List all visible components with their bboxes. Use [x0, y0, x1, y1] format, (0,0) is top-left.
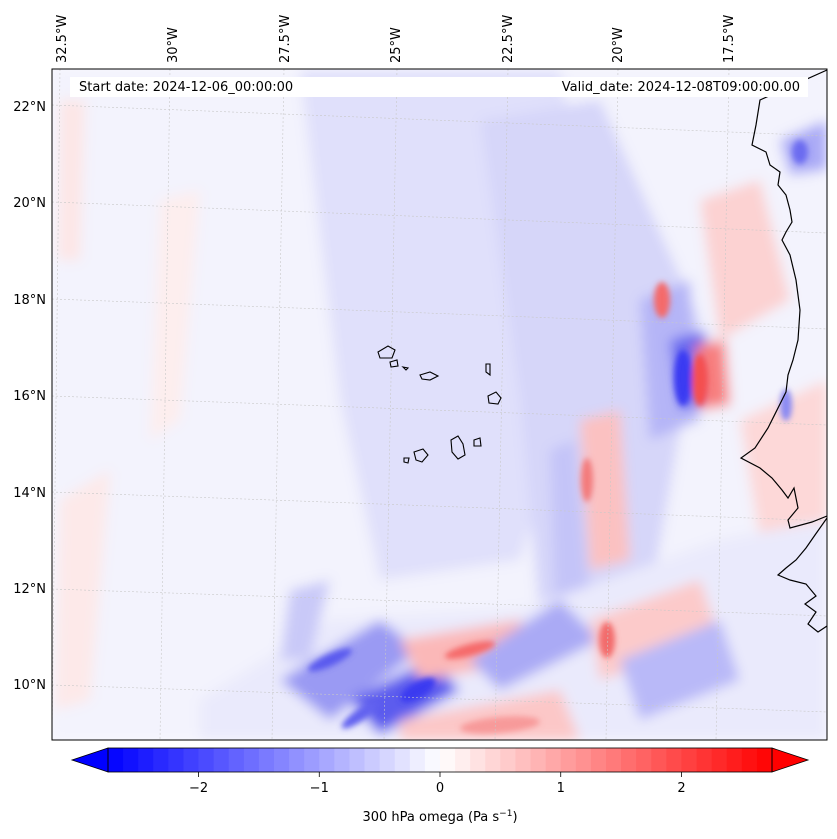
lat-label: 22°N — [13, 100, 46, 115]
colorbar-block — [696, 748, 713, 772]
colorbar-block — [500, 748, 516, 772]
colorbar-max-extend — [771, 747, 810, 773]
colorbar-block — [621, 748, 637, 772]
colorbar-block — [470, 748, 486, 772]
latitude-labels: 22°N 20°N 18°N 16°N 14°N 12°N 10°N — [13, 100, 46, 693]
start-date-label: Start date: 2024-12-06_00:00:00 — [79, 80, 293, 95]
colorbar-tick-label: 2 — [677, 781, 685, 796]
colorbar: −2 −1 0 1 2 300 hPa omega (Pa s−1) — [70, 747, 810, 825]
colorbar-block — [304, 748, 320, 772]
colorbar-block — [530, 748, 547, 772]
colorbar-block — [183, 748, 199, 772]
lat-label: 16°N — [13, 389, 46, 404]
colorbar-block — [153, 748, 169, 772]
map-panel — [52, 69, 827, 740]
colorbar-block — [274, 748, 290, 772]
colorbar-tick-label: −1 — [310, 781, 329, 796]
lat-label: 18°N — [13, 293, 46, 308]
colorbar-tick-label: 0 — [436, 781, 444, 796]
colorbar-block — [545, 748, 562, 772]
colorbar-block — [213, 748, 230, 772]
colorbar-block — [334, 748, 350, 772]
colorbar-block — [590, 748, 607, 772]
africa-coastline — [739, 69, 827, 633]
lon-label: 17.5°W — [722, 15, 737, 63]
colorbar-block — [741, 748, 758, 772]
colorbar-block — [440, 748, 456, 772]
colorbar-block — [319, 748, 335, 772]
lon-label: 32.5°W — [55, 15, 70, 63]
colorbar-block — [756, 748, 773, 772]
colorbar-block — [636, 748, 652, 772]
colorbar-block — [379, 748, 396, 772]
colorbar-tick-label: 1 — [557, 781, 565, 796]
colorbar-block — [424, 748, 441, 772]
lat-label: 12°N — [13, 582, 46, 597]
colorbar-block — [651, 748, 667, 772]
colorbar-block — [666, 748, 682, 772]
cape-verde-islands — [377, 345, 502, 464]
colorbar-block — [726, 748, 743, 772]
colorbar-tick-label: −2 — [189, 781, 208, 796]
colorbar-min-extend — [70, 747, 109, 773]
colorbar-block — [485, 748, 501, 772]
lat-label: 20°N — [13, 196, 46, 211]
colorbar-block — [198, 748, 215, 772]
colorbar-block — [258, 748, 275, 772]
lon-label: 25°W — [389, 27, 404, 63]
valid-date-label: Valid_date: 2024-12-08T09:00:00.00 — [562, 80, 800, 95]
colorbar-block — [455, 748, 471, 772]
colorbar-block — [409, 748, 426, 772]
colorbar-block — [138, 748, 154, 772]
colorbar-block — [606, 748, 622, 772]
colorbar-block — [515, 748, 531, 772]
colorbar-block — [168, 748, 184, 772]
colorbar-block — [560, 748, 577, 772]
colorbar-block — [575, 748, 592, 772]
colorbar-blocks — [108, 748, 773, 772]
lon-label: 22.5°W — [501, 15, 516, 63]
colorbar-block — [108, 748, 124, 772]
lat-label: 10°N — [13, 678, 46, 693]
colorbar-block — [681, 748, 697, 772]
graticule — [52, 69, 827, 740]
colorbar-block — [349, 748, 365, 772]
colorbar-block — [711, 748, 728, 772]
header-band — [70, 77, 808, 97]
colorbar-block — [123, 748, 139, 772]
lon-label: 27.5°W — [278, 15, 293, 63]
colorbar-block — [289, 748, 305, 772]
lon-label: 30°W — [166, 27, 181, 63]
lat-label: 14°N — [13, 486, 46, 501]
lon-label: 20°W — [611, 27, 626, 63]
colorbar-block — [364, 748, 381, 772]
colorbar-block — [228, 748, 245, 772]
map-frame — [51, 68, 828, 741]
colorbar-label: 300 hPa omega (Pa s−1) — [362, 809, 517, 825]
colorbar-block — [394, 748, 411, 772]
longitude-labels: 32.5°W 30°W 27.5°W 25°W 22.5°W 20°W 17.5… — [55, 15, 737, 63]
colorbar-block — [243, 748, 260, 772]
